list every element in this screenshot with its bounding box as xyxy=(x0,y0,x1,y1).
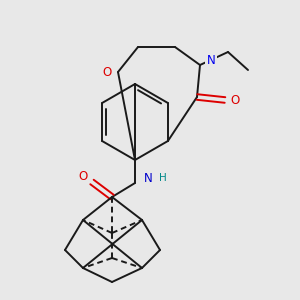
Text: N: N xyxy=(144,172,152,184)
Text: N: N xyxy=(207,55,215,68)
Text: H: H xyxy=(159,173,167,183)
Text: O: O xyxy=(230,94,240,106)
Text: O: O xyxy=(102,67,112,80)
Text: O: O xyxy=(78,169,88,182)
